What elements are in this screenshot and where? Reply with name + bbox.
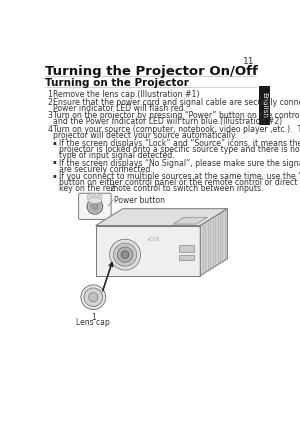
Text: Ensure that the power cord and signal cable are securely connected.  The: Ensure that the power cord and signal ca… — [53, 98, 300, 107]
Text: ▪: ▪ — [53, 160, 56, 164]
Polygon shape — [96, 226, 200, 276]
FancyBboxPatch shape — [178, 245, 194, 252]
Text: Lens cap: Lens cap — [76, 318, 110, 327]
Ellipse shape — [95, 193, 98, 198]
Circle shape — [84, 288, 103, 307]
Text: ACER: ACER — [146, 237, 159, 242]
Text: 1: 1 — [91, 313, 96, 322]
Text: 11: 11 — [243, 57, 254, 66]
Text: If the screen displays “Lock” and “Source” icons, it means the: If the screen displays “Lock” and “Sourc… — [59, 139, 300, 148]
Text: 2: 2 — [48, 98, 52, 107]
Polygon shape — [96, 209, 227, 226]
Text: projector is locked onto a specific source type and there is no such: projector is locked onto a specific sour… — [59, 145, 300, 154]
Text: type of input signal detected.: type of input signal detected. — [59, 151, 175, 160]
Polygon shape — [173, 217, 207, 224]
Text: projector will detect your source automatically.: projector will detect your source automa… — [53, 131, 237, 140]
Text: Power button: Power button — [114, 197, 165, 206]
Circle shape — [81, 285, 106, 310]
FancyBboxPatch shape — [178, 255, 194, 260]
Text: If you connect to multiple sources at the same time, use the “Source”: If you connect to multiple sources at th… — [59, 172, 300, 181]
Text: 2: 2 — [110, 184, 115, 193]
Text: are securely connected.: are securely connected. — [59, 165, 153, 174]
FancyBboxPatch shape — [79, 193, 111, 219]
Text: ▪: ▪ — [53, 173, 56, 178]
Circle shape — [89, 201, 100, 212]
Circle shape — [87, 199, 103, 214]
Text: Turn on the projector by pressing “Power” button on the control panel,: Turn on the projector by pressing “Power… — [53, 111, 300, 120]
Text: 4: 4 — [48, 125, 52, 134]
Text: Power indicator LED will flash red.: Power indicator LED will flash red. — [53, 104, 186, 113]
Circle shape — [92, 203, 98, 209]
Text: Turning the Projector On/Off: Turning the Projector On/Off — [45, 65, 258, 78]
Text: ▪: ▪ — [53, 140, 56, 145]
Ellipse shape — [99, 194, 102, 200]
Text: and the Power indicator LED will turn blue.(Illustration #2): and the Power indicator LED will turn bl… — [53, 117, 282, 126]
Text: Turning on the Projector: Turning on the Projector — [45, 78, 189, 88]
Bar — [259, 86, 270, 125]
Text: button on either control panel or the remote control or direct source: button on either control panel or the re… — [59, 178, 300, 187]
Circle shape — [113, 243, 137, 266]
Circle shape — [121, 251, 129, 258]
Text: If the screen displays “No Signal”, please make sure the signal cables: If the screen displays “No Signal”, plea… — [59, 159, 300, 168]
Text: Remove the lens cap.(Illustration #1): Remove the lens cap.(Illustration #1) — [53, 90, 200, 99]
Ellipse shape — [87, 194, 90, 200]
Ellipse shape — [88, 197, 102, 203]
Circle shape — [89, 292, 98, 302]
Polygon shape — [200, 209, 227, 276]
Text: 3: 3 — [48, 111, 52, 120]
Circle shape — [110, 239, 141, 270]
Text: 1: 1 — [48, 90, 52, 99]
Text: key on the remote control to switch between inputs.: key on the remote control to switch betw… — [59, 184, 264, 193]
Ellipse shape — [91, 193, 94, 198]
Text: English: English — [262, 92, 268, 119]
Text: Turn on your source (computer, notebook, video player ,etc.).  The: Turn on your source (computer, notebook,… — [53, 125, 300, 134]
Circle shape — [117, 247, 133, 262]
